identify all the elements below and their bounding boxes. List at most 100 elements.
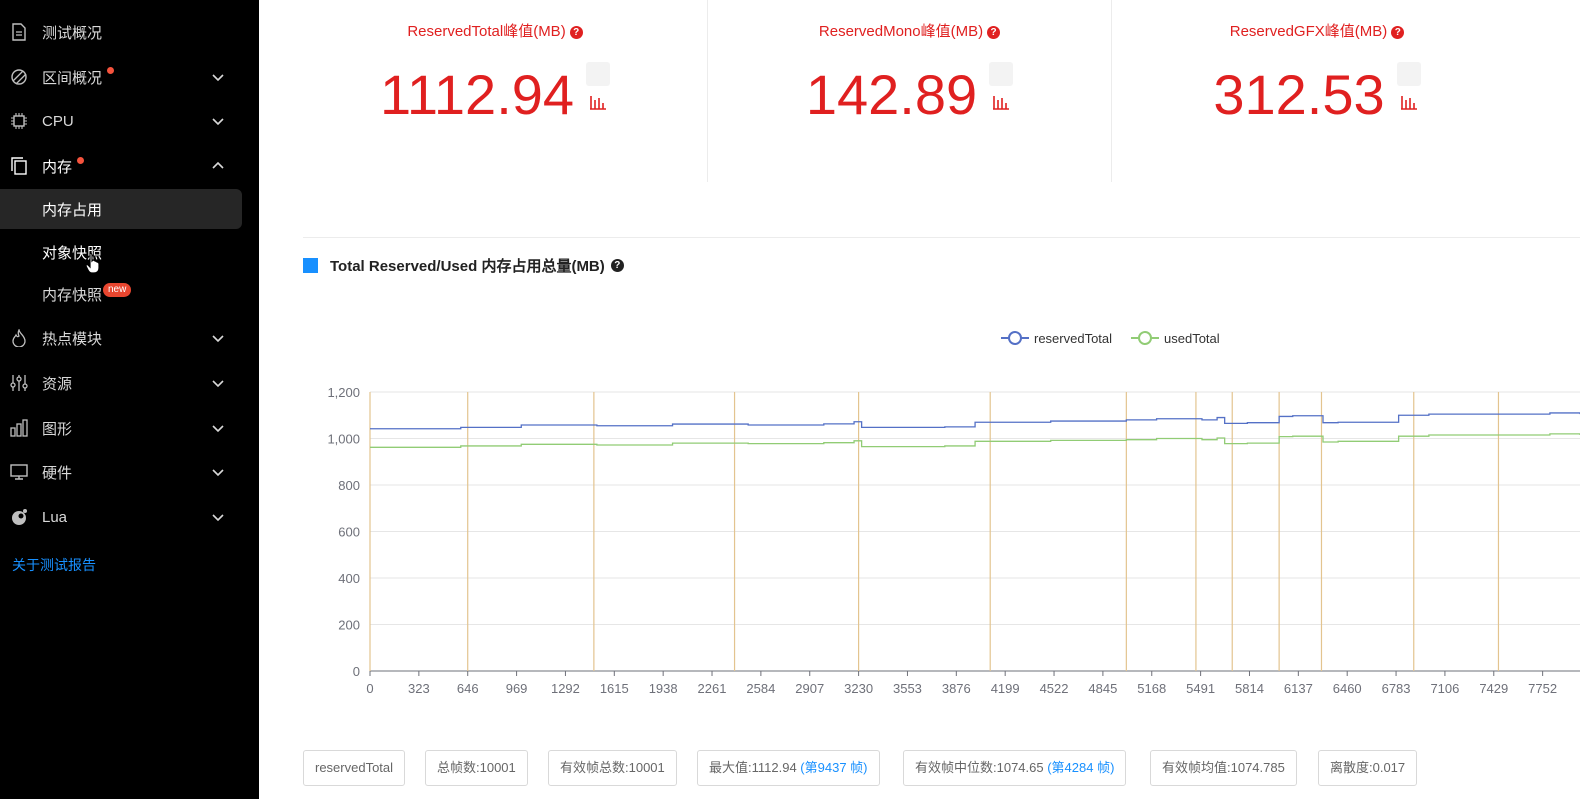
x-tick-label: 4199 xyxy=(991,681,1020,696)
line-chart[interactable]: 0 200 400 600 800 1,000 1,200 0 323 646 969 1292 161… xyxy=(259,370,1580,710)
interval-icon xyxy=(10,68,28,86)
series-line-reservedTotal xyxy=(370,412,1580,430)
section-marker xyxy=(303,258,318,273)
sidebar-subitem-memory-usage[interactable]: 内存占用 xyxy=(0,189,242,229)
x-tick-label: 3553 xyxy=(893,681,922,696)
stat-card-reserved-mono: ReservedMono峰值(MB)? 142.89 xyxy=(708,0,1111,182)
x-tick-label: 2907 xyxy=(795,681,824,696)
sidebar-item-resources[interactable]: 资源 xyxy=(0,363,242,403)
y-tick-label: 400 xyxy=(338,571,360,586)
stat-tag-text: 离散度:0.017 xyxy=(1330,760,1406,775)
stat-tag-text: 最大值:1112.94 xyxy=(709,760,801,775)
stat-title: ReservedTotal峰值(MB) xyxy=(407,23,566,40)
chevron-down-icon xyxy=(212,118,224,126)
new-badge: new xyxy=(103,283,132,297)
sidebar-item-cpu[interactable]: CPU xyxy=(0,101,242,141)
sidebar-item-label: Lua xyxy=(42,508,68,526)
mini-chart-icon[interactable] xyxy=(586,62,611,110)
mini-chart-icon[interactable] xyxy=(989,62,1014,110)
frame-link[interactable]: (第9437 帧) xyxy=(800,760,868,775)
sidebar-item-test-overview[interactable]: 测试概况 xyxy=(0,12,242,52)
chevron-down-icon xyxy=(212,469,224,477)
stat-divider xyxy=(707,0,708,182)
help-icon[interactable]: ? xyxy=(987,26,1001,39)
document-icon xyxy=(10,23,28,41)
y-tick-label: 600 xyxy=(338,525,360,540)
x-tick-label: 2584 xyxy=(746,681,775,696)
x-tick-label: 646 xyxy=(457,681,479,696)
x-tick-label: 7106 xyxy=(1430,681,1459,696)
help-icon[interactable]: ? xyxy=(569,26,583,39)
help-icon[interactable]: ? xyxy=(610,259,624,272)
stat-tag-text: 有效帧中位数:1074.65 xyxy=(915,760,1048,775)
bar-chart-icon xyxy=(10,419,28,437)
x-tick-label: 6137 xyxy=(1284,681,1313,696)
sidebar-subitem-memory-snapshot[interactable]: 内存快照 xyxy=(0,274,242,314)
x-tick-label: 0 xyxy=(366,681,373,696)
legend-label: usedTotal xyxy=(1164,330,1220,346)
sliders-icon xyxy=(10,374,28,392)
notification-dot xyxy=(107,67,114,74)
stat-tag-text: 总帧数:10001 xyxy=(437,760,516,775)
stat-divider xyxy=(1111,0,1112,182)
stat-tag: 最大值:1112.94 (第9437 帧) xyxy=(697,750,880,786)
x-tick-label: 3230 xyxy=(844,681,873,696)
sidebar-item-hotspot-modules[interactable]: 热点模块 xyxy=(0,318,242,358)
sidebar-item-interval-overview[interactable]: 区间概况 xyxy=(0,57,242,97)
x-tick-label: 5491 xyxy=(1186,681,1215,696)
main-content: ReservedTotal峰值(MB)? 1112.94 ReservedMon… xyxy=(259,0,1580,799)
stat-tag: reservedTotal xyxy=(303,750,406,786)
sidebar-item-label: 热点模块 xyxy=(42,330,103,348)
x-tick-label: 969 xyxy=(506,681,528,696)
y-tick-label: 800 xyxy=(338,478,360,493)
about-report-link[interactable]: 关于测试报告 xyxy=(12,557,96,573)
sidebar-item-label: 资源 xyxy=(42,375,73,393)
sidebar-subitem-label: 内存占用 xyxy=(42,201,103,219)
stat-tag-text: 有效帧均值:1074.785 xyxy=(1162,760,1285,775)
frame-link[interactable]: (第4284 帧) xyxy=(1047,760,1115,775)
stat-value: 1112.94 xyxy=(379,63,575,126)
y-tick-label: 1,200 xyxy=(327,385,360,400)
x-tick-label: 4522 xyxy=(1040,681,1069,696)
x-tick-label: 5814 xyxy=(1235,681,1264,696)
chart-title-text: Total Reserved/Used 内存占用总量(MB) xyxy=(330,258,605,275)
x-tick-label: 7752 xyxy=(1528,681,1557,696)
sidebar-subitem-object-snapshot[interactable]: 对象快照 xyxy=(0,232,242,272)
sidebar-item-lua[interactable]: Lua xyxy=(0,497,242,537)
stat-tag-text: reservedTotal xyxy=(315,760,394,775)
stat-title: ReservedMono峰值(MB) xyxy=(818,23,984,40)
legend-item-reservedTotal[interactable]: reservedTotal xyxy=(1001,330,1112,346)
chevron-down-icon xyxy=(212,74,224,82)
stat-tag: 有效帧总数:10001 xyxy=(548,750,677,786)
stat-tag: 有效帧均值:1074.785 xyxy=(1150,750,1297,786)
stat-tag: 离散度:0.017 xyxy=(1318,750,1418,786)
chart-section-title: Total Reserved/Used 内存占用总量(MB) ? xyxy=(303,255,624,276)
stat-card-reserved-total: ReservedTotal峰值(MB)? 1112.94 xyxy=(283,0,707,182)
legend-item-usedTotal[interactable]: usedTotal xyxy=(1131,330,1220,346)
x-tick-label: 3876 xyxy=(942,681,971,696)
sidebar-item-memory[interactable]: 内存 xyxy=(0,146,242,186)
chevron-down-icon xyxy=(212,335,224,343)
stat-card-reserved-gfx: ReservedGFX峰值(MB)? 312.53 xyxy=(1112,0,1522,182)
x-tick-label: 5168 xyxy=(1137,681,1166,696)
sidebar-item-hardware[interactable]: 硬件 xyxy=(0,452,242,492)
legend-marker xyxy=(1131,331,1159,345)
sidebar-subitem-label: 内存快照 xyxy=(42,286,103,304)
chevron-down-icon xyxy=(212,380,224,388)
stat-tag: 有效帧中位数:1074.65 (第4284 帧) xyxy=(903,750,1127,786)
mini-chart-icon[interactable] xyxy=(1396,62,1421,110)
sidebar-item-graphics[interactable]: 图形 xyxy=(0,408,242,448)
sidebar-item-label: 硬件 xyxy=(42,464,73,482)
cpu-icon xyxy=(10,112,28,130)
y-tick-label: 1,000 xyxy=(327,432,360,447)
stat-tag-text: 有效帧总数:10001 xyxy=(560,760,665,775)
sidebar-item-label: 测试概况 xyxy=(42,24,103,42)
help-icon[interactable]: ? xyxy=(1391,26,1405,39)
y-tick-label: 200 xyxy=(338,618,360,633)
x-tick-label: 6783 xyxy=(1382,681,1411,696)
section-divider xyxy=(303,237,1580,238)
legend-label: reservedTotal xyxy=(1034,330,1113,346)
sidebar-item-label: CPU xyxy=(42,112,74,130)
x-tick-label: 2261 xyxy=(698,681,727,696)
x-tick-label: 1938 xyxy=(649,681,678,696)
